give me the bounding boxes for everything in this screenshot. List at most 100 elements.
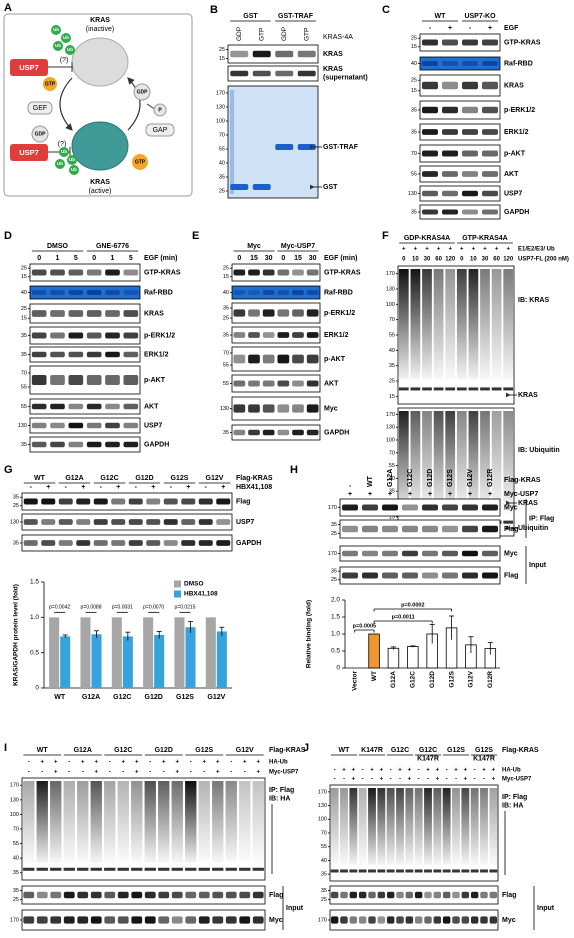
band: [262, 269, 275, 276]
p-value: p=0.0088: [81, 605, 102, 611]
band: [86, 310, 102, 317]
mw-marker: 35: [21, 442, 27, 448]
lane-mark: 60: [493, 257, 500, 263]
band: [68, 351, 84, 358]
band: [68, 269, 84, 276]
smear: [90, 781, 102, 863]
band: [181, 540, 196, 546]
bar: [387, 647, 400, 669]
band: [442, 106, 458, 114]
band: [462, 190, 478, 197]
group-label: G12C: [391, 747, 409, 754]
group-label: G12D: [155, 747, 173, 754]
bar: [185, 627, 196, 688]
ubiquitin-circle: [53, 41, 63, 51]
band: [146, 540, 161, 546]
band: [462, 550, 478, 557]
band: [340, 891, 348, 899]
smear: [36, 781, 48, 863]
band: [362, 572, 378, 579]
lane-mark: +: [202, 760, 206, 766]
band: [382, 572, 398, 579]
condition-label: EGF: [504, 25, 519, 32]
mw-marker: 35: [389, 363, 395, 369]
band: [442, 504, 458, 511]
band: [482, 190, 498, 197]
blot-frame: [339, 519, 501, 539]
band: [442, 916, 451, 924]
gtp-circle: [132, 154, 148, 170]
lane-mark: 0: [92, 255, 96, 262]
diagram-label: GDP: [35, 131, 47, 137]
blot-label: p-ERK1/2: [324, 310, 355, 317]
band: [277, 290, 290, 295]
legend-swatch: [174, 580, 181, 588]
lane-mark: -: [122, 770, 124, 776]
group-label: G12A: [65, 475, 83, 482]
diagram-label: (active): [89, 188, 112, 195]
lane-mark: +: [460, 247, 464, 253]
smear: [468, 411, 479, 514]
lane-label: G12R: [487, 469, 494, 487]
group-label: G12A: [74, 747, 92, 754]
bracket-label: IP: Flag: [529, 515, 554, 522]
group-label: G12S: [447, 747, 465, 754]
bar: [154, 635, 165, 688]
band: [452, 916, 460, 924]
blot-label: USP7: [236, 519, 254, 526]
band: [128, 498, 143, 505]
band: [68, 441, 84, 448]
x-tick-label: G12S: [176, 694, 194, 701]
lane-mark: +: [402, 247, 406, 253]
band: [104, 867, 116, 871]
band: [277, 269, 290, 276]
diagram-label: KRAS: [90, 179, 110, 186]
band: [480, 891, 488, 899]
lane-mark: +: [81, 484, 85, 491]
band: [68, 403, 84, 410]
band: [482, 550, 498, 557]
band: [330, 916, 339, 924]
band: [198, 916, 210, 924]
band: [212, 867, 224, 871]
band: [422, 39, 438, 46]
lane-mark: -: [343, 777, 345, 783]
lane-mark: -: [399, 777, 401, 783]
mw-marker: 40: [321, 858, 327, 864]
mw-marker: 40: [219, 160, 225, 166]
band: [63, 916, 75, 924]
smear: [368, 788, 376, 865]
band: [422, 81, 438, 90]
lane-mark: 30: [309, 255, 317, 262]
band: [468, 387, 479, 391]
mw-marker: 70: [389, 450, 395, 456]
band: [461, 891, 470, 899]
bar: [80, 617, 91, 688]
mw-marker: 35: [223, 430, 229, 436]
smear: [198, 781, 210, 863]
blot-label: Flag: [236, 498, 250, 505]
band: [306, 354, 319, 364]
mw-marker: 35: [13, 495, 19, 501]
band: [362, 550, 378, 557]
ubiquitin-circle: [55, 159, 65, 169]
smear: [377, 788, 386, 865]
band: [275, 70, 294, 77]
lane-mark: GTP: [258, 28, 265, 41]
smear: [50, 781, 62, 863]
band: [433, 891, 442, 899]
band: [123, 403, 139, 410]
band: [462, 61, 478, 66]
phosphate-circle: [153, 103, 167, 117]
x-tick-label: G12V: [468, 670, 475, 687]
group-label: G12C: [114, 747, 132, 754]
smear: [433, 788, 442, 865]
band: [77, 867, 89, 871]
lane-mark: +: [352, 777, 356, 783]
lane-mark: 0: [37, 255, 41, 262]
band: [462, 39, 478, 46]
band: [248, 309, 260, 317]
mw-marker: 100: [216, 118, 225, 124]
group-label: Flag-KRAS: [504, 477, 541, 484]
